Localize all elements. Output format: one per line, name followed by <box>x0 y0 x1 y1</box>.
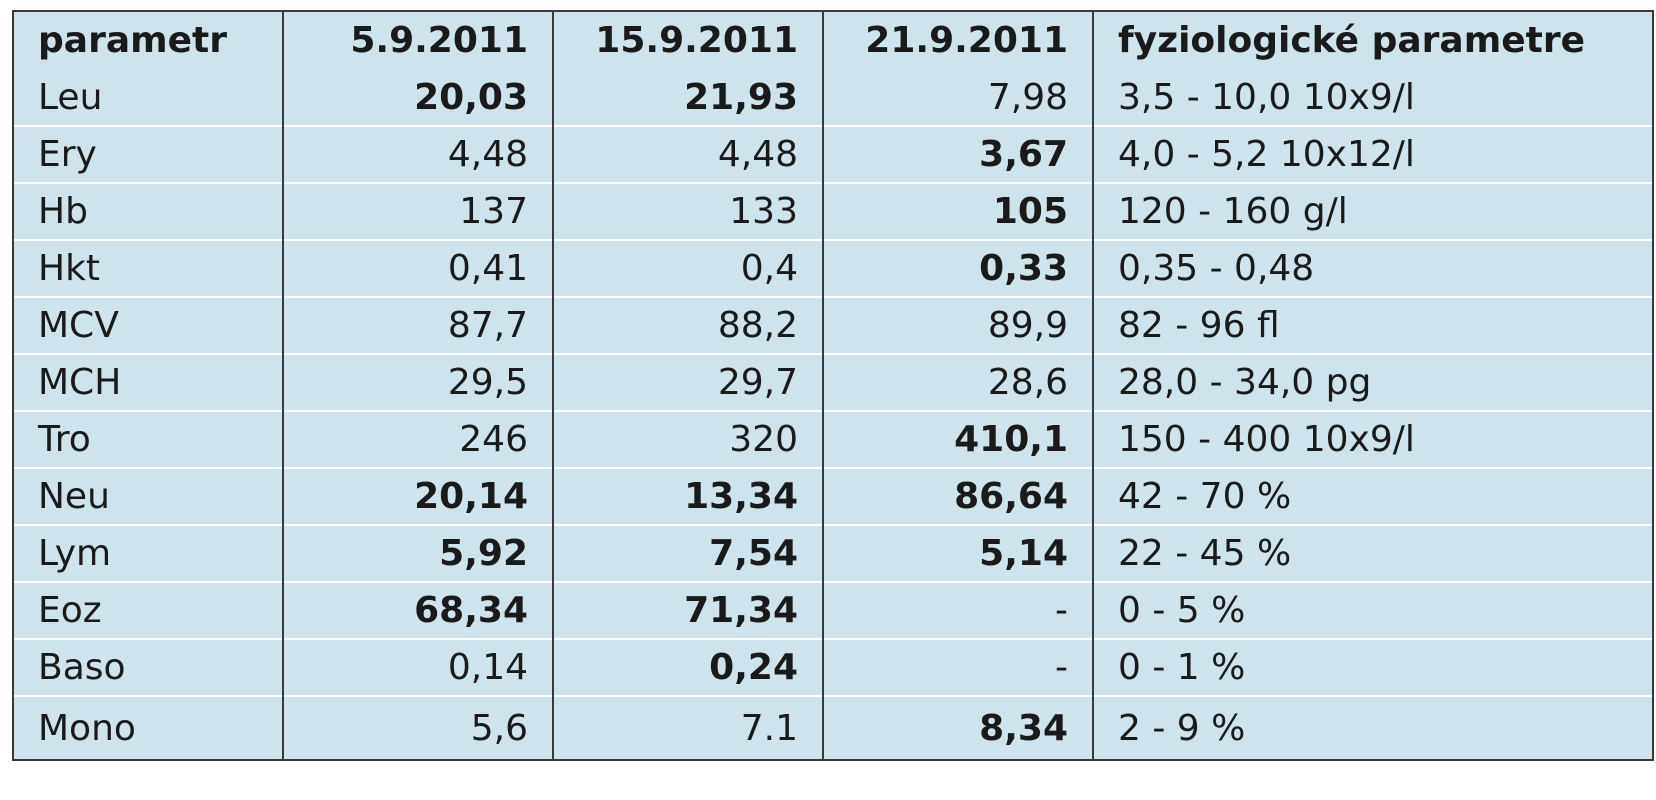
table-row: Mono 5,6 7.1 8,34 2 - 9 % <box>12 695 1654 761</box>
cell-reference-range: 2 - 9 % <box>1092 695 1654 761</box>
cell-value-date-1: 0,41 <box>282 239 554 297</box>
cell-value-date-1: 4,48 <box>282 125 554 183</box>
cell-reference-range: 120 - 160 g/l <box>1092 182 1654 240</box>
cell-value-date-2: 133 <box>552 182 824 240</box>
cell-value-date-3: 3,67 <box>822 125 1094 183</box>
table-row: Hkt 0,41 0,4 0,33 0,35 - 0,48 <box>12 239 1654 297</box>
cell-value-date-3: 89,9 <box>822 296 1094 354</box>
table-row: Leu 20,03 21,93 7,98 3,5 - 10,0 10x9/l <box>12 69 1654 126</box>
cell-value-date-1: 137 <box>282 182 554 240</box>
header-row: parametr 5.9.2011 15.9.2011 21.9.2011 fy… <box>12 10 1654 69</box>
cell-value-date-2: 29,7 <box>552 353 824 411</box>
cell-parameter: Neu <box>12 467 284 525</box>
cell-value-date-2: 4,48 <box>552 125 824 183</box>
cell-value-date-1: 20,03 <box>282 69 554 126</box>
header-date-3: 21.9.2011 <box>822 10 1094 69</box>
cell-parameter: Mono <box>12 695 284 761</box>
cell-parameter: Hkt <box>12 239 284 297</box>
cell-value-date-1: 5,6 <box>282 695 554 761</box>
cell-value-date-3: 5,14 <box>822 524 1094 582</box>
table-row: MCV 87,7 88,2 89,9 82 - 96 fl <box>12 296 1654 354</box>
cell-value-date-2: 320 <box>552 410 824 468</box>
cell-reference-range: 3,5 - 10,0 10x9/l <box>1092 69 1654 126</box>
cell-value-date-1: 87,7 <box>282 296 554 354</box>
table-row: Tro 246 320 410,1 150 - 400 10x9/l <box>12 410 1654 468</box>
header-parameter: parametr <box>12 10 284 69</box>
cell-reference-range: 0 - 1 % <box>1092 638 1654 696</box>
cell-value-date-3: 410,1 <box>822 410 1094 468</box>
table-row: Baso 0,14 0,24-0 - 1 % <box>12 638 1654 696</box>
header-reference-range: fyziologické parametre <box>1092 10 1654 69</box>
cell-value-date-2: 7.1 <box>552 695 824 761</box>
table-row: Lym 5,92 7,54 5,14 22 - 45 % <box>12 524 1654 582</box>
cell-value-date-3: 86,64 <box>822 467 1094 525</box>
cell-value-date-2: 7,54 <box>552 524 824 582</box>
cell-value-date-3: - <box>822 581 1094 639</box>
table-row: MCH 29,5 29,7 28,6 28,0 - 34,0 pg <box>12 353 1654 411</box>
cell-reference-range: 82 - 96 fl <box>1092 296 1654 354</box>
cell-parameter: Baso <box>12 638 284 696</box>
lab-results-table: parametr 5.9.2011 15.9.2011 21.9.2011 fy… <box>12 10 1654 761</box>
table-row: Eoz 68,34 71,34-0 - 5 % <box>12 581 1654 639</box>
lab-results-table-container: parametr 5.9.2011 15.9.2011 21.9.2011 fy… <box>12 10 1654 761</box>
cell-value-date-2: 13,34 <box>552 467 824 525</box>
cell-value-date-2: 88,2 <box>552 296 824 354</box>
header-date-2: 15.9.2011 <box>552 10 824 69</box>
cell-parameter: Lym <box>12 524 284 582</box>
cell-value-date-3: 0,33 <box>822 239 1094 297</box>
cell-value-date-1: 20,14 <box>282 467 554 525</box>
cell-value-date-1: 0,14 <box>282 638 554 696</box>
cell-parameter: Tro <box>12 410 284 468</box>
cell-parameter: MCV <box>12 296 284 354</box>
cell-value-date-3: - <box>822 638 1094 696</box>
table-body: Leu 20,03 21,93 7,98 3,5 - 10,0 10x9/l Ery 4,4… <box>12 69 1654 761</box>
cell-reference-range: 0,35 - 0,48 <box>1092 239 1654 297</box>
cell-value-date-1: 5,92 <box>282 524 554 582</box>
cell-value-date-1: 68,34 <box>282 581 554 639</box>
cell-value-date-2: 21,93 <box>552 69 824 126</box>
cell-value-date-3: 105 <box>822 182 1094 240</box>
cell-value-date-1: 246 <box>282 410 554 468</box>
cell-parameter: Eoz <box>12 581 284 639</box>
cell-reference-range: 150 - 400 10x9/l <box>1092 410 1654 468</box>
cell-reference-range: 22 - 45 % <box>1092 524 1654 582</box>
header-date-1: 5.9.2011 <box>282 10 554 69</box>
cell-value-date-3: 8,34 <box>822 695 1094 761</box>
cell-parameter: MCH <box>12 353 284 411</box>
cell-parameter: Ery <box>12 125 284 183</box>
cell-reference-range: 0 - 5 % <box>1092 581 1654 639</box>
table-row: Ery 4,48 4,48 3,67 4,0 - 5,2 10x12/l <box>12 125 1654 183</box>
cell-value-date-2: 0,24 <box>552 638 824 696</box>
table-row: Hb 137 133 105 120 - 160 g/l <box>12 182 1654 240</box>
cell-reference-range: 42 - 70 % <box>1092 467 1654 525</box>
cell-value-date-3: 28,6 <box>822 353 1094 411</box>
cell-value-date-1: 29,5 <box>282 353 554 411</box>
cell-parameter: Hb <box>12 182 284 240</box>
cell-value-date-2: 71,34 <box>552 581 824 639</box>
cell-value-date-3: 7,98 <box>822 69 1094 126</box>
cell-reference-range: 28,0 - 34,0 pg <box>1092 353 1654 411</box>
cell-value-date-2: 0,4 <box>552 239 824 297</box>
table-row: Neu 20,14 13,34 86,64 42 - 70 % <box>12 467 1654 525</box>
cell-parameter: Leu <box>12 69 284 126</box>
cell-reference-range: 4,0 - 5,2 10x12/l <box>1092 125 1654 183</box>
